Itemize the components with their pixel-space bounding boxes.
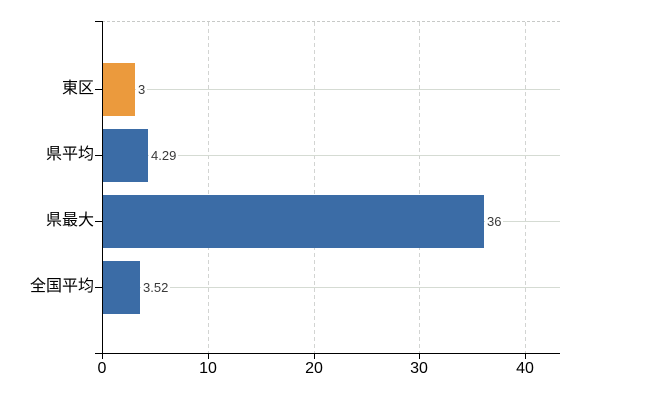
category-label: 県平均: [45, 146, 94, 163]
y-axis-top-tick-mark: [95, 21, 102, 22]
top-boundary-line: [102, 21, 560, 22]
bar: [103, 195, 484, 248]
bar: [103, 261, 140, 314]
gridline-v: [525, 22, 526, 353]
y-axis-line: [102, 21, 103, 353]
value-label: 3.52: [141, 280, 171, 295]
x-tick-label: 0: [97, 360, 107, 377]
y-tick-mark: [95, 287, 102, 288]
x-tick-label: 40: [516, 360, 534, 377]
value-label: 4.29: [149, 148, 179, 163]
y-tick-mark: [95, 89, 102, 90]
category-label: 全国平均: [29, 278, 94, 295]
x-tick-mark: [208, 353, 209, 359]
x-tick-mark: [419, 353, 420, 359]
gridline-h: [102, 155, 560, 156]
y-tick-mark: [95, 155, 102, 156]
gridline-h: [102, 287, 560, 288]
x-tick-mark: [102, 353, 103, 359]
value-label: 3: [136, 82, 148, 97]
bar: [103, 129, 148, 182]
category-label: 東区: [61, 80, 94, 97]
gridline-h: [102, 89, 560, 90]
value-label: 36: [485, 214, 504, 229]
x-tick-label: 10: [199, 360, 217, 377]
x-tick-label: 30: [410, 360, 428, 377]
x-tick-label: 20: [305, 360, 323, 377]
x-tick-mark: [314, 353, 315, 359]
gridline-v: [314, 22, 315, 353]
category-label: 県最大: [45, 212, 94, 229]
x-tick-mark: [525, 353, 526, 359]
x-axis-line: [95, 353, 560, 354]
gridline-v: [208, 22, 209, 353]
bar: [103, 63, 135, 116]
gridline-v: [419, 22, 420, 353]
y-tick-mark: [95, 221, 102, 222]
